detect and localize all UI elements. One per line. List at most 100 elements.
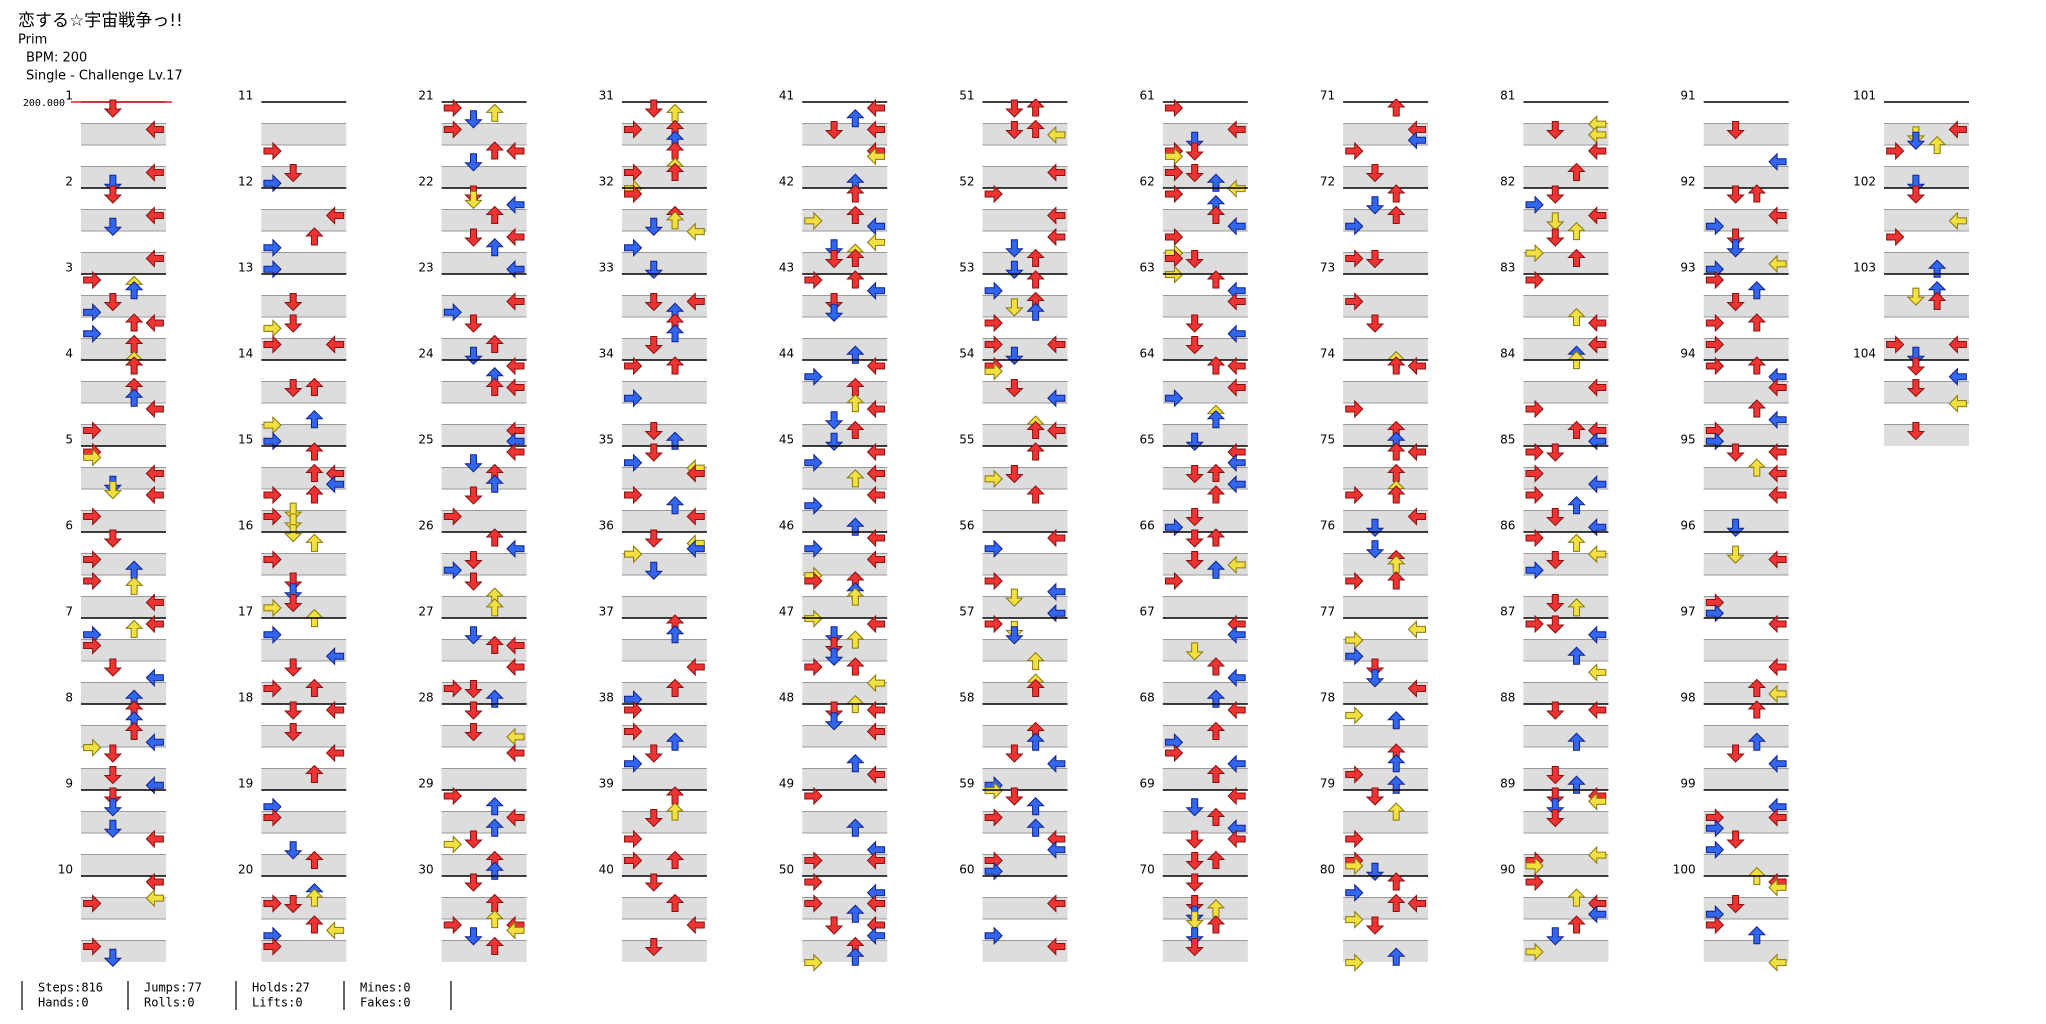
arrow: [145, 464, 164, 483]
arrow: [866, 442, 886, 462]
arrow: [1185, 250, 1204, 269]
measure-number: 31: [599, 89, 614, 103]
beat-band: [621, 424, 707, 446]
arrow: [103, 798, 123, 817]
arrow: [1407, 620, 1426, 639]
arrow: [1768, 485, 1787, 505]
arrow: [1047, 937, 1066, 956]
arrow: [1948, 120, 1967, 139]
arrow: [124, 356, 144, 375]
beat-band: [802, 854, 888, 876]
measure: 94: [1680, 347, 1789, 451]
measure: 20: [238, 863, 347, 962]
arrow: [305, 442, 324, 461]
arrow: [283, 502, 303, 521]
arrow: [443, 835, 462, 854]
arrow: [283, 572, 303, 591]
measure: 37: [599, 605, 707, 709]
measure-number: 60: [959, 863, 974, 877]
beat-band: [1523, 123, 1609, 145]
arrow: [83, 303, 102, 322]
arrow: [866, 926, 886, 945]
arrow: [1185, 895, 1204, 914]
arrow: [1768, 550, 1787, 569]
beat-band: [81, 381, 166, 403]
measure-number: 55: [959, 433, 974, 447]
beat-band: [802, 123, 888, 145]
measure-number: 22: [418, 175, 433, 189]
arrow: [1927, 291, 1947, 310]
arrow: [984, 469, 1003, 489]
measure: 18: [238, 691, 347, 790]
arrow: [83, 738, 102, 757]
artist: Prim: [18, 33, 47, 48]
arrow: [1525, 464, 1544, 483]
arrow: [145, 399, 164, 419]
beat-band: [802, 725, 888, 747]
beat-band: [1162, 682, 1248, 704]
beat-band: [1703, 639, 1789, 661]
beat-band: [1884, 381, 1969, 403]
arrow: [1906, 287, 1926, 306]
arrow: [103, 481, 123, 500]
arrow: [804, 851, 823, 870]
arrow: [1387, 893, 1406, 912]
arrow: [1525, 561, 1544, 580]
measure-number: 53: [959, 261, 974, 275]
arrow: [644, 873, 663, 892]
arrow: [686, 464, 705, 483]
arrow: [866, 464, 886, 483]
beat-band: [802, 338, 888, 360]
beat-band: [1162, 381, 1248, 403]
beat-band: [621, 338, 707, 360]
beat-band: [621, 897, 707, 919]
beat-band: [1523, 940, 1609, 962]
arrow: [1525, 485, 1544, 505]
arrow: [1705, 915, 1725, 935]
arrow: [103, 658, 123, 677]
beat-band: [1343, 940, 1429, 962]
arrow: [1185, 911, 1204, 930]
arrow: [1387, 485, 1406, 504]
arrow: [1227, 120, 1246, 139]
arrow: [263, 238, 282, 257]
arrow: [1387, 711, 1406, 730]
beat-band: [621, 596, 707, 618]
arrow: [804, 894, 823, 913]
beat-band: [982, 295, 1068, 317]
stat: Steps:816: [38, 981, 103, 995]
arrow: [1588, 313, 1607, 333]
arrow: [485, 103, 504, 122]
arrow: [1206, 807, 1226, 826]
arrow: [1525, 243, 1544, 263]
arrow: [145, 249, 164, 268]
beat-band: [1343, 639, 1429, 661]
arrow: [665, 324, 685, 343]
beat-band: [81, 596, 166, 618]
beat-band: [802, 252, 888, 274]
arrow: [1768, 152, 1787, 171]
arrow: [485, 141, 504, 160]
measure-number: 69: [1140, 777, 1155, 791]
arrow: [485, 528, 504, 547]
arrow: [1705, 270, 1725, 290]
arrow: [1546, 551, 1565, 570]
measure-number: 32: [599, 175, 614, 189]
measure-number: 41: [779, 89, 794, 103]
beat-band: [1523, 295, 1609, 317]
measure-number: 76: [1320, 519, 1335, 533]
arrow: [83, 421, 102, 440]
arrow: [464, 110, 483, 129]
arrow: [1345, 765, 1364, 784]
arrow: [145, 872, 164, 892]
arrow: [1768, 410, 1787, 429]
arrow: [305, 850, 324, 869]
arrow: [1726, 744, 1745, 763]
arrow: [1747, 458, 1767, 477]
arrow: [624, 754, 643, 773]
arrow: [866, 550, 886, 569]
measure: 21: [418, 89, 527, 188]
measure-number: 93: [1680, 261, 1695, 275]
measure-number: 85: [1500, 433, 1515, 447]
arrow: [506, 195, 525, 214]
